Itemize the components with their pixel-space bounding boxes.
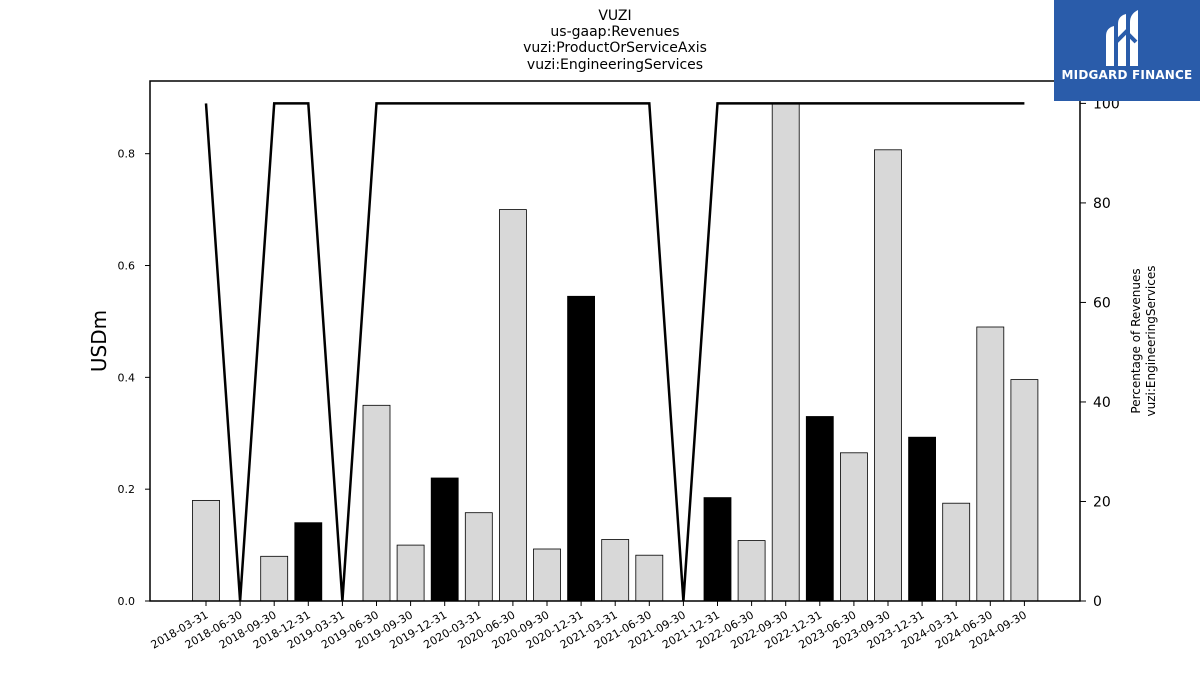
bar <box>942 502 971 602</box>
chart-title-line: vuzi:ProductOrServiceAxis <box>523 40 707 56</box>
bar <box>396 544 425 602</box>
y-tick-label: 0.4 <box>118 371 136 384</box>
bar <box>635 554 664 602</box>
y-tick-label: 0.6 <box>118 260 136 273</box>
y-right-tick-label: 40 <box>1093 395 1111 411</box>
y-tick-label: 0.2 <box>118 483 136 496</box>
chart-title-line: us-gaap:Revenues <box>550 24 679 40</box>
chart-title: VUZI us-gaap:Revenues vuzi:ProductOrServ… <box>523 8 707 73</box>
bar <box>498 209 527 602</box>
bar <box>908 436 936 602</box>
bar <box>533 548 561 602</box>
x-axis: 2018-03-312018-06-302018-09-302018-12-31… <box>149 601 1029 652</box>
bar <box>601 539 630 602</box>
y-right-tick-label: 80 <box>1093 196 1111 212</box>
bar <box>464 512 493 602</box>
y-axis-label: USDm <box>87 310 111 372</box>
bar <box>840 452 868 602</box>
y-axis-left: 0.0 0.2 0.4 0.6 0.8 <box>118 148 150 608</box>
bar <box>362 404 391 602</box>
logo-text: MIDGARD FINANCE <box>1061 68 1193 82</box>
chart-title-line: vuzi:EngineeringServices <box>527 57 703 73</box>
bar <box>703 497 732 602</box>
y-right-tick-label: 60 <box>1093 295 1111 311</box>
y-right-tick-label: 0 <box>1093 594 1102 610</box>
chart-title-line: VUZI <box>598 8 631 24</box>
plot-frame <box>149 80 1081 602</box>
bar <box>976 326 1005 602</box>
bar <box>874 149 902 602</box>
bar <box>737 540 766 602</box>
bar <box>771 103 800 602</box>
bar <box>294 522 323 602</box>
y-axis-right-label-line: vuzi:EngineeringServices <box>1144 266 1158 417</box>
bar-series <box>192 103 1039 602</box>
bar <box>805 416 834 602</box>
bar <box>192 499 220 602</box>
y-tick-label: 0.0 <box>118 595 136 608</box>
y-axis-right-label: Percentage of Revenues vuzi:EngineeringS… <box>1129 266 1158 417</box>
bar <box>260 555 289 602</box>
bar <box>1010 379 1039 602</box>
midgard-logo-icon <box>1106 10 1138 66</box>
y-axis-right-label-line: Percentage of Revenues <box>1129 268 1143 413</box>
bar <box>430 477 459 602</box>
midgard-finance-logo: MIDGARD FINANCE <box>1054 0 1200 101</box>
bar <box>567 295 595 602</box>
y-right-tick-label: 20 <box>1093 494 1111 510</box>
y-tick-label: 0.8 <box>118 148 136 161</box>
